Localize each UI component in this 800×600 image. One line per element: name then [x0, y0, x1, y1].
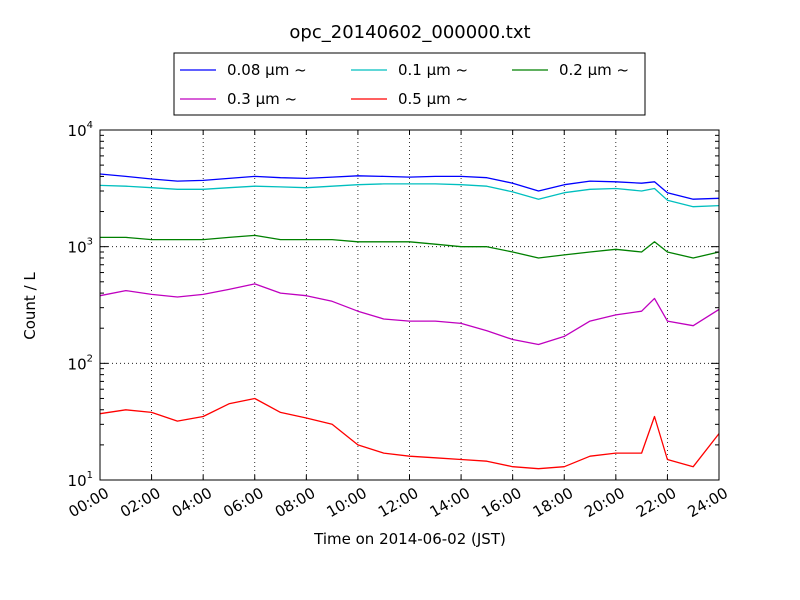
legend-label-1: 0.1 μm ~ [398, 61, 468, 79]
series-line-4 [99, 397, 720, 470]
y-tick-label: 102 [68, 353, 93, 373]
legend: 0.08 μm ~ 0.1 μm ~ 0.2 μm ~ 0.3 μm ~ 0.5 μm … [173, 52, 646, 116]
series-line-0 [99, 173, 720, 200]
legend-label-4: 0.5 μm ~ [398, 90, 468, 108]
y-axis-label: Count / L [21, 272, 39, 340]
series-line-1 [99, 183, 720, 208]
x-axis-label: Time on 2014-06-02 (JST) [313, 530, 506, 548]
axes [99, 129, 720, 481]
y-tick-label: 103 [68, 237, 93, 257]
y-tick-labels: 101 102 103 104 [68, 120, 93, 490]
legend-label-0: 0.08 μm ~ [227, 61, 307, 79]
legend-label-3: 0.3 μm ~ [227, 90, 297, 108]
series-line-3 [99, 283, 720, 346]
y-tick-label: 101 [68, 470, 93, 490]
y-tick-label: 104 [68, 120, 93, 140]
series-group [99, 173, 720, 470]
legend-frame [173, 52, 646, 116]
plot-frame [99, 129, 720, 481]
chart-title: opc_20140602_000000.txt [289, 22, 530, 43]
legend-label-2: 0.2 μm ~ [559, 61, 629, 79]
series-line-2 [100, 234, 720, 259]
